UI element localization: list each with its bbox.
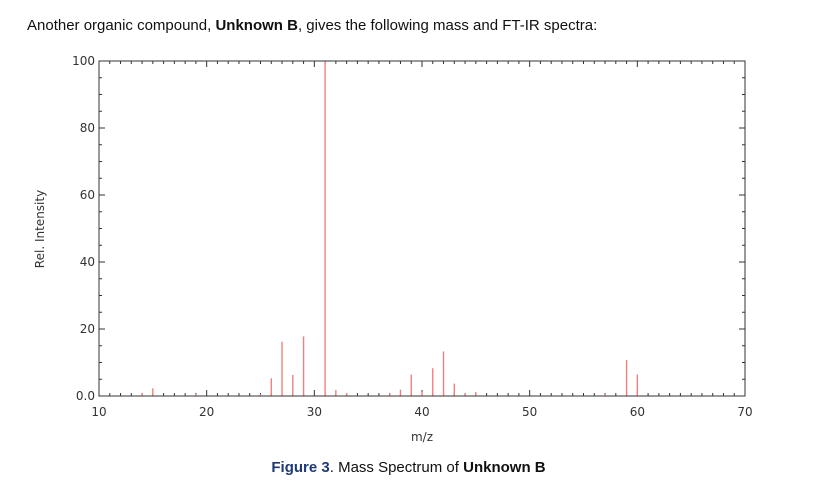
x-tick-label: 40 [414,405,429,419]
spectrum-peaks [141,61,639,396]
x-tick-label: 10 [91,405,106,419]
caption-compound: Unknown B [463,459,546,476]
x-tick-label: 20 [199,405,214,419]
mass-spectrum-chart: 10 20 30 40 50 60 70 0.0 20 40 60 80 100 m/z Rel. I… [33,54,753,444]
x-axis-label: m/z [411,430,433,444]
plot-frame [98,60,746,397]
y-axis-label: Rel. Intensity [33,190,47,268]
y-tick-labels: 0.0 20 40 60 80 100 [72,54,95,403]
y-tick-label: 0.0 [76,389,95,403]
y-tick-label: 100 [72,54,95,68]
intro-text: Another organic compound, Unknown B, giv… [27,17,597,34]
tick-marks [98,60,746,397]
x-tick-label: 60 [630,405,645,419]
y-tick-label: 80 [80,121,95,135]
intro-compound: Unknown B [215,17,298,34]
y-tick-label: 40 [80,255,95,269]
intro-suffix: , gives the following mass and FT-IR spe… [297,17,598,34]
x-tick-label: 30 [307,405,322,419]
y-tick-label: 60 [80,188,95,202]
figure-label: Figure 3 [271,459,330,476]
x-tick-label: 70 [737,405,752,419]
figure-caption: Figure 3. Mass Spectrum of Unknown B [0,459,817,476]
intro-prefix: Another organic compound, [27,17,216,34]
y-tick-label: 20 [80,322,95,336]
caption-text: . Mass Spectrum of [329,459,464,476]
x-tick-labels: 10 20 30 40 50 60 70 [91,405,752,419]
x-tick-label: 50 [522,405,537,419]
